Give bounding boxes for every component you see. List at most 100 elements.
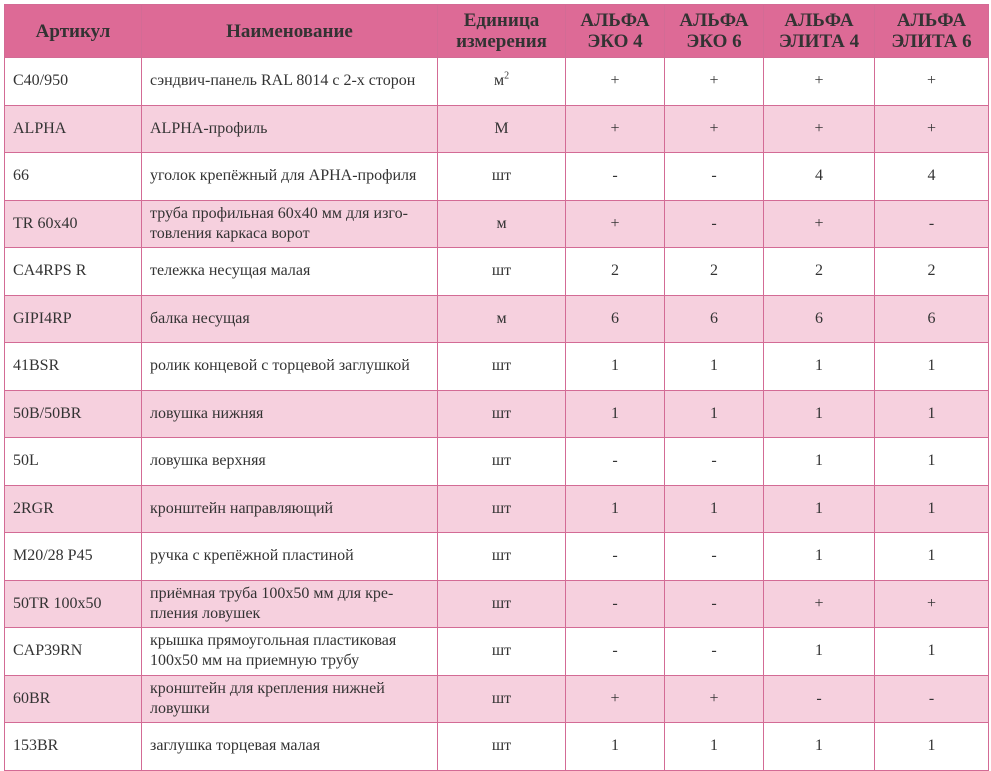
cell-quantity: 6 (565, 294, 665, 343)
cell-quantity: + (763, 104, 875, 153)
cell-name: уголок крепёжный для APHA-профиля (141, 152, 438, 201)
cell-quantity: 1 (763, 627, 875, 676)
cell-name: кронштейн для крепления нижней ловушки (141, 674, 438, 723)
cell-article: 66 (4, 152, 142, 201)
cell-unit: шт (437, 722, 566, 771)
table-row: 50B/50BR ловушка нижняя шт 1 1 1 1 (4, 389, 989, 438)
cell-quantity: 1 (874, 389, 989, 438)
table-row: CAP39RN крышка прямоугольная пластиковая … (4, 627, 989, 676)
cell-quantity: 6 (664, 294, 764, 343)
table-row: 2RGR кронштейн направляющий шт 1 1 1 1 (4, 484, 989, 533)
cell-quantity: - (565, 579, 665, 628)
cell-article: GIPI4RP (4, 294, 142, 343)
cell-quantity: 2 (565, 247, 665, 296)
cell-quantity: 2 (874, 247, 989, 296)
unit-text: шт (491, 499, 512, 517)
cell-unit: шт (437, 437, 566, 486)
cell-quantity: 1 (664, 484, 764, 533)
table-row: 60BR кронштейн для крепления нижней ловуш… (4, 674, 989, 723)
header-alpha-elite-4: АЛЬФА ЭЛИТА 4 (763, 4, 875, 58)
header-unit: Единица измерения (437, 4, 566, 58)
cell-unit: М (437, 104, 566, 153)
cell-quantity: + (664, 104, 764, 153)
cell-quantity: + (565, 57, 665, 106)
cell-name: кронштейн направляющий (141, 484, 438, 533)
cell-article: 50TR 100x50 (4, 579, 142, 628)
cell-quantity: 1 (763, 532, 875, 581)
unit-text: м (496, 214, 507, 232)
cell-quantity: 1 (874, 484, 989, 533)
components-table: Артикул Наименование Единица измерения АЛ… (4, 4, 989, 771)
cell-quantity: - (565, 437, 665, 486)
header-alpha-eco-4: АЛЬФА ЭКО 4 (565, 4, 665, 58)
cell-quantity: 1 (763, 484, 875, 533)
cell-quantity: - (565, 532, 665, 581)
cell-unit: шт (437, 579, 566, 628)
unit-text: м (493, 72, 505, 90)
cell-unit: шт (437, 389, 566, 438)
table-row: 41BSR ролик концевой с торцевой заглушкой… (4, 342, 989, 391)
header-name: Наименование (141, 4, 438, 58)
cell-quantity: - (763, 674, 875, 723)
cell-quantity: 1 (664, 722, 764, 771)
cell-name: труба профильная 60x40 мм для изго- товл… (141, 199, 438, 248)
components-table-container: Артикул Наименование Единица измерения АЛ… (4, 4, 989, 771)
table-row: C40/950 сэндвич-панель RAL 8014 с 2-х сто… (4, 57, 989, 106)
cell-name: приёмная труба 100x50 мм для кре- пления… (141, 579, 438, 628)
unit-text: М (494, 119, 509, 137)
cell-quantity: 1 (874, 722, 989, 771)
table-row: 50L ловушка верхняя шт - -1 1 (4, 437, 989, 486)
cell-quantity: - (565, 627, 665, 676)
cell-article: ALPHA (4, 104, 142, 153)
cell-quantity: 2 (763, 247, 875, 296)
unit-text: м (496, 309, 507, 327)
cell-unit: шт (437, 342, 566, 391)
cell-article: 60BR (4, 674, 142, 723)
cell-name: крышка прямоугольная пластиковая 100x50 … (141, 627, 438, 676)
cell-quantity: - (565, 152, 665, 201)
cell-quantity: 1 (763, 437, 875, 486)
cell-quantity: - (664, 199, 764, 248)
cell-quantity: 1 (874, 437, 989, 486)
unit-text: шт (491, 262, 512, 280)
cell-article: TR 60x40 (4, 199, 142, 248)
cell-quantity: + (565, 199, 665, 248)
header-alpha-elite-6: АЛЬФА ЭЛИТА 6 (874, 4, 989, 58)
unit-text: шт (491, 547, 512, 565)
unit-text: шт (491, 452, 512, 470)
cell-unit: шт (437, 247, 566, 296)
cell-unit: м (437, 199, 566, 248)
cell-name: тележка несущая малая (141, 247, 438, 296)
cell-name: ловушка верхняя (141, 437, 438, 486)
header-row: Артикул Наименование Единица измерения АЛ… (4, 4, 989, 58)
unit-text: шт (491, 594, 512, 612)
cell-unit: м (437, 294, 566, 343)
cell-unit: шт (437, 532, 566, 581)
unit-superscript: 2 (504, 70, 510, 82)
cell-quantity: + (664, 674, 764, 723)
cell-quantity: 1 (874, 532, 989, 581)
unit-text: шт (491, 167, 512, 185)
header-alpha-eco-6: АЛЬФА ЭКО 6 (664, 4, 764, 58)
cell-quantity: + (763, 579, 875, 628)
cell-quantity: - (874, 674, 989, 723)
cell-quantity: 1 (565, 484, 665, 533)
cell-quantity: - (664, 579, 764, 628)
unit-text: шт (491, 357, 512, 375)
table-body: C40/950 сэндвич-панель RAL 8014 с 2-х сто… (4, 57, 989, 771)
table-row: M20/28 P45 ручка с крепёжной пластиной шт -… (4, 532, 989, 581)
cell-quantity: 1 (565, 342, 665, 391)
cell-article: C40/950 (4, 57, 142, 106)
cell-quantity: 6 (874, 294, 989, 343)
cell-article: M20/28 P45 (4, 532, 142, 581)
cell-quantity: 6 (763, 294, 875, 343)
cell-unit: м2 (437, 57, 566, 106)
cell-name: балка несущая (141, 294, 438, 343)
unit-text: шт (491, 642, 512, 660)
cell-quantity: + (874, 104, 989, 153)
cell-name: ALPHA-профиль (141, 104, 438, 153)
cell-quantity: 1 (565, 722, 665, 771)
cell-unit: шт (437, 484, 566, 533)
cell-article: 2RGR (4, 484, 142, 533)
